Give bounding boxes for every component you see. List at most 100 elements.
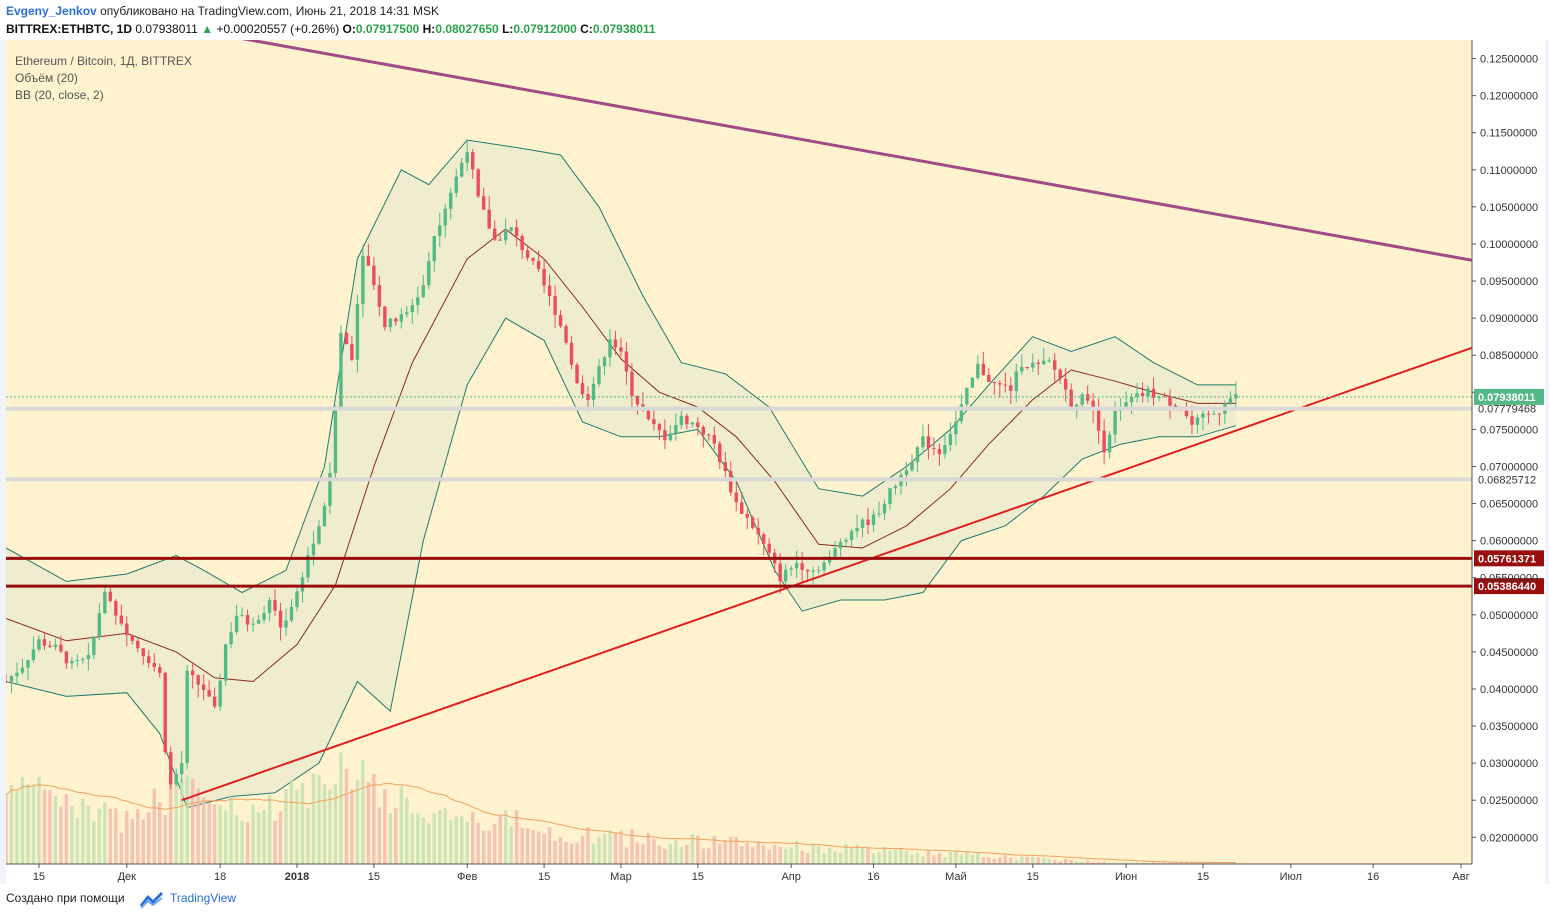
candle-body xyxy=(1140,393,1145,397)
volume-bar xyxy=(729,836,733,864)
volume-bar xyxy=(1009,857,1013,864)
volume-bar xyxy=(42,789,47,864)
change-up-icon: ▲ xyxy=(201,22,214,36)
candle-body xyxy=(284,620,288,628)
candle-body xyxy=(674,425,678,434)
volume-bar xyxy=(882,847,887,864)
candle-body xyxy=(564,326,568,343)
level-price-label: 0.07779468 xyxy=(1478,404,1536,416)
volume-bar xyxy=(1201,862,1205,864)
tradingview-logo-icon[interactable] xyxy=(140,890,164,910)
candle-body xyxy=(816,570,821,572)
time-tick-label: Июн xyxy=(1115,871,1137,883)
time-axis[interactable]: 15 Дек 18 2018 15 Фев 15 Мар 15 Апр 16 Май 15 Июн 15 Ию… xyxy=(6,863,1472,883)
price-chart[interactable]: 0.07779468 0.06825712 0.05761371 0.05386440… xyxy=(4,31,1545,884)
footer-created-with: Создано при помощи xyxy=(6,891,125,905)
last-price-label: 0.07938011 xyxy=(1478,392,1536,404)
volume-bar xyxy=(937,852,942,864)
candle-body xyxy=(201,684,206,690)
symbol-label[interactable]: BITTREX:ETHBTC, 1D xyxy=(6,22,132,36)
candle-body xyxy=(169,752,173,785)
volume-bar xyxy=(888,850,892,864)
candle-body xyxy=(460,162,464,177)
candle-body xyxy=(20,667,25,673)
volume-bar xyxy=(657,845,662,864)
volume-bar xyxy=(1195,862,1200,864)
bb-basis-line xyxy=(5,228,1236,683)
volume-bar xyxy=(525,828,530,864)
close-label: C: xyxy=(580,22,593,36)
volume-bar xyxy=(449,819,453,864)
volume-bar xyxy=(608,830,612,864)
candle-body xyxy=(147,656,151,663)
candle-body xyxy=(256,619,261,624)
candle-body xyxy=(1107,434,1112,453)
time-tick-label: 15 xyxy=(692,871,704,883)
candle-body xyxy=(1020,366,1024,372)
candle-body xyxy=(152,662,156,668)
candle-body xyxy=(844,540,848,542)
candle-body xyxy=(295,591,299,607)
candle-body xyxy=(251,623,255,625)
candle-body xyxy=(536,260,541,270)
candle-body xyxy=(81,659,85,661)
candle-body xyxy=(267,600,272,613)
candle-body xyxy=(558,314,563,327)
volume-bar xyxy=(1047,858,1051,864)
candle-body xyxy=(130,635,134,641)
volume-bar xyxy=(981,857,986,864)
candle-body xyxy=(959,404,964,422)
candle-body xyxy=(1195,417,1200,425)
volume-bar xyxy=(723,840,727,864)
volume-bar xyxy=(597,837,601,864)
candle-body xyxy=(811,570,815,572)
candle-body xyxy=(553,296,557,315)
volume-bar xyxy=(1140,862,1145,864)
volume-bar xyxy=(97,808,102,864)
drawing-annotations xyxy=(6,31,1473,802)
volume-bar xyxy=(383,789,387,864)
volume-bar xyxy=(432,813,436,864)
candle-body xyxy=(1217,413,1222,415)
volume-bar xyxy=(75,817,80,864)
volume-bar xyxy=(893,850,898,864)
candle-body xyxy=(591,383,596,400)
volume-bar xyxy=(822,853,826,864)
volume-bar xyxy=(196,788,200,864)
candle-body xyxy=(1234,394,1238,399)
candle-body xyxy=(635,396,640,405)
volume-bar xyxy=(15,791,19,864)
volume-ma-line xyxy=(5,782,1236,863)
candle-body xyxy=(1096,410,1101,431)
author-link[interactable]: Evgeny_Jenkov xyxy=(6,4,97,18)
volume-bar xyxy=(778,846,782,864)
price-tick-label: 0.04000000 xyxy=(1480,684,1538,696)
candle-body xyxy=(1031,362,1035,368)
candle-body xyxy=(877,513,881,515)
volume-bar xyxy=(1003,855,1007,864)
candle-body xyxy=(729,471,733,493)
candle-body xyxy=(212,696,217,707)
low-value: 0.07912000 xyxy=(513,22,577,36)
chart-area[interactable]: 0.07779468 0.06825712 0.05761371 0.05386440… xyxy=(4,31,1545,884)
candle-body xyxy=(794,563,799,569)
volume-bar xyxy=(344,768,349,864)
volume-bar xyxy=(108,808,113,864)
candle-body xyxy=(937,449,942,455)
candle-body xyxy=(580,383,585,395)
high-label: H: xyxy=(422,22,436,36)
volume-bar xyxy=(201,797,206,864)
volume-bar xyxy=(81,798,85,864)
volume-bar xyxy=(772,844,777,864)
volume-bar xyxy=(1228,862,1233,864)
volume-bar xyxy=(1151,862,1156,864)
candle-body xyxy=(783,569,788,582)
price-axis[interactable]: 0.07779468 0.06825712 0.05761371 0.05386440… xyxy=(1471,40,1544,864)
candle-body xyxy=(619,347,623,352)
candle-body xyxy=(350,344,354,360)
candle-body xyxy=(751,517,755,528)
volume-bar xyxy=(536,831,541,864)
candle-body xyxy=(1201,413,1205,418)
footer-brand-link[interactable]: TradingView xyxy=(170,891,237,905)
candle-body xyxy=(492,228,497,240)
